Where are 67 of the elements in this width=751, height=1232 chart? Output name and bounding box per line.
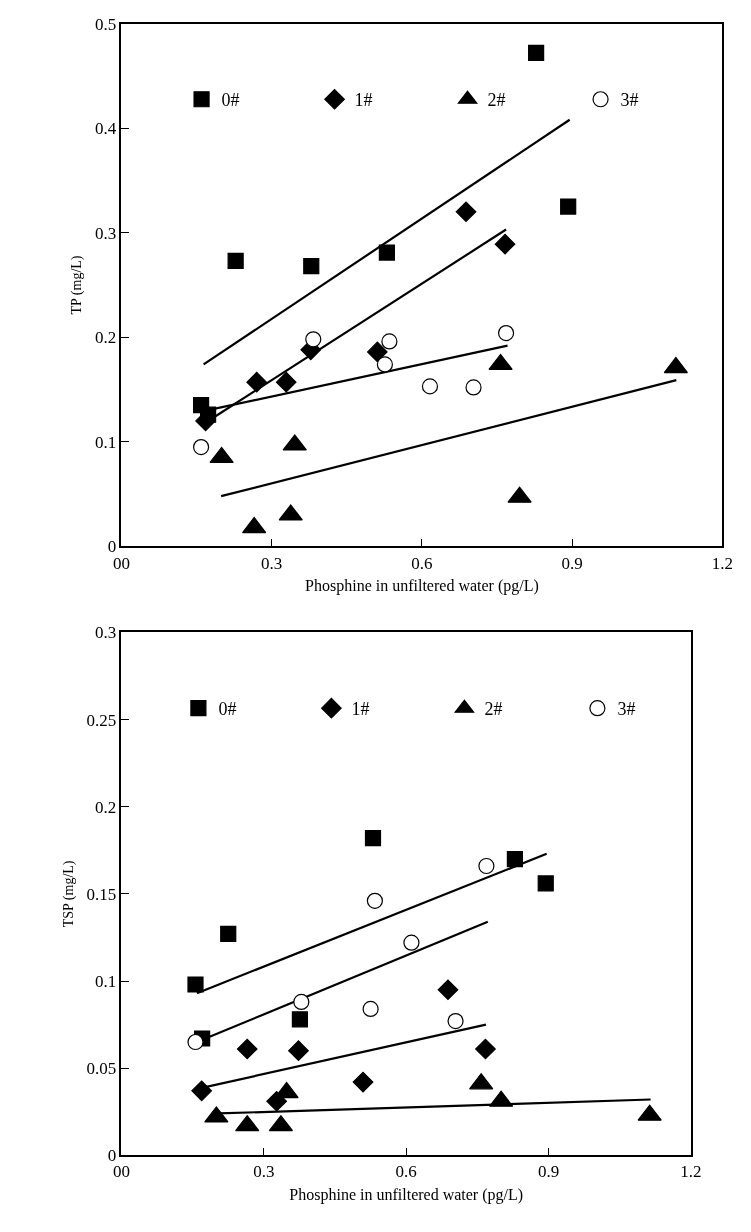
legend-label: 3#	[620, 90, 639, 111]
point	[447, 1013, 464, 1030]
point	[403, 934, 420, 951]
point	[246, 371, 268, 393]
x-tick-label: 1.2	[711, 553, 734, 573]
y-axis-title: TP (mg/L)	[69, 255, 86, 315]
point	[381, 333, 398, 350]
point	[187, 1033, 204, 1051]
point	[465, 379, 482, 396]
point	[293, 993, 310, 1011]
legend-label: 2#	[484, 699, 503, 720]
x-tick-label: 1.2	[680, 1162, 702, 1182]
y-tick-label: 0.1	[95, 432, 117, 452]
point	[288, 1040, 309, 1062]
y-axis-title: TSP (mg/L)	[60, 860, 77, 928]
point	[421, 378, 439, 395]
point	[187, 976, 204, 993]
point	[227, 252, 244, 270]
legend-label: 0#	[218, 699, 237, 720]
point	[362, 1000, 379, 1017]
y-tick-label: 0.15	[86, 884, 117, 904]
point	[220, 925, 237, 943]
y-tick-label: 0.25	[86, 710, 117, 730]
y-tick-label: 0.4	[95, 119, 117, 139]
x-tick-label: 0.6	[395, 1162, 417, 1182]
point	[367, 341, 388, 363]
point	[352, 1071, 374, 1093]
y-tick-label: 0.3	[95, 623, 117, 643]
point	[191, 1080, 213, 1102]
point	[478, 857, 495, 875]
point	[275, 371, 297, 393]
point	[236, 1038, 258, 1060]
point	[494, 233, 516, 255]
point	[364, 830, 382, 847]
point	[497, 324, 515, 342]
point	[560, 198, 577, 215]
point	[537, 875, 554, 892]
point	[437, 979, 459, 1001]
point	[506, 850, 523, 868]
point	[528, 44, 545, 61]
y-tick-label: 0.5	[95, 14, 117, 34]
x-tick-label: 0.3	[261, 553, 283, 573]
x-tick-label: 0.6	[411, 553, 433, 573]
point	[376, 356, 393, 373]
point	[366, 892, 383, 909]
point	[303, 258, 320, 275]
y-tick-label: 0.3	[95, 223, 117, 243]
x-axis-title: Phosphine in unfiltered water (pg/L)	[289, 1185, 524, 1204]
point	[193, 438, 210, 456]
legend-label: 2#	[487, 90, 506, 111]
legend-label: 0#	[221, 90, 240, 111]
legend-label: 1#	[354, 90, 373, 111]
x-axis-title: Phosphine in unfiltered water (pg/L)	[305, 576, 539, 595]
x-tick-label: 0.9	[537, 1162, 560, 1182]
y-tick-label: 0.2	[95, 328, 117, 348]
x-tick-label: 0.3	[253, 1162, 275, 1182]
y-tick-label: 0.2	[95, 797, 117, 817]
x-tick-label: 0.9	[561, 553, 583, 573]
legend-label: 3#	[617, 699, 636, 720]
point	[305, 331, 322, 348]
y-tick-label: 0.05	[86, 1059, 117, 1079]
y-tick-label: 0.1	[95, 971, 117, 991]
point	[455, 201, 477, 223]
point	[378, 244, 395, 261]
point	[475, 1038, 496, 1060]
point	[291, 1011, 308, 1028]
legend-label: 1#	[351, 699, 370, 720]
